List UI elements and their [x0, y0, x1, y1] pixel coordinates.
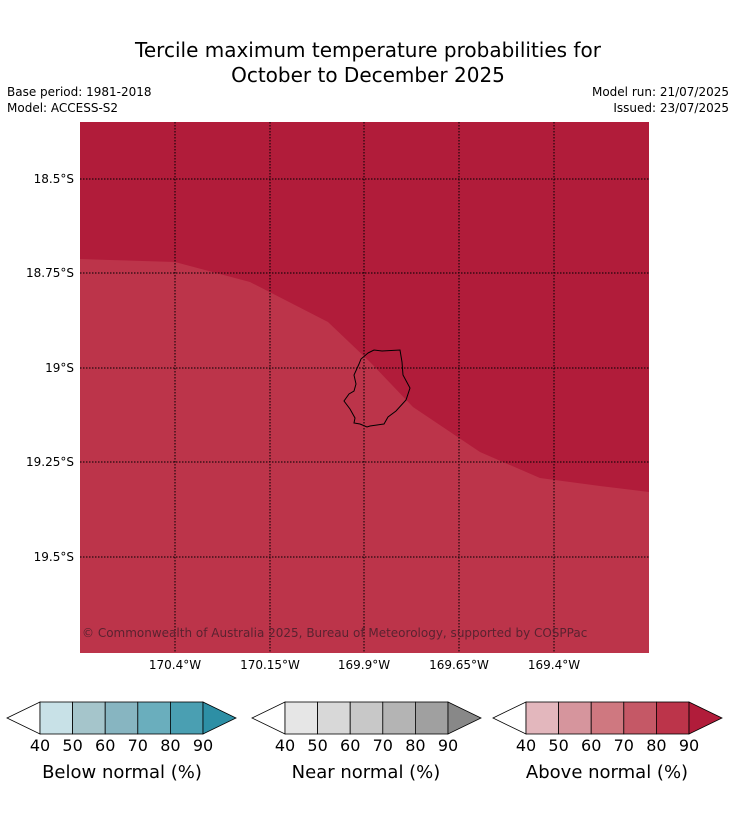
colorbar-above-tick-70: 70 — [613, 736, 634, 755]
legend-below-ticks: 40 50 60 70 80 90 — [7, 736, 236, 756]
colorbar-near-tick-60: 60 — [340, 736, 361, 755]
colorbar-below-high-arrow — [202, 701, 237, 735]
colorbar-below-low-arrow — [6, 701, 41, 735]
meta-left: Base period: 1981-2018 Model: ACCESS-S2 — [7, 84, 152, 116]
colorbar-above-low-arrow — [492, 701, 527, 735]
legend-above-ticks: 40 50 60 70 80 90 — [493, 736, 722, 756]
colorbar-below-tick-60: 60 — [95, 736, 116, 755]
legend-below-title: Below normal (%) — [42, 762, 202, 783]
colorbar-near-segment-5 — [414, 701, 449, 735]
model-text: Model: ACCESS-S2 — [7, 101, 119, 115]
colorbar-above-segment-4 — [623, 701, 657, 735]
colorbar-near-segment-3 — [349, 701, 384, 735]
colorbar-below-tick-90: 90 — [192, 736, 214, 755]
legend-above: 40 50 60 70 80 90 — [492, 700, 723, 756]
colorbar-below-tick-40: 40 — [29, 736, 51, 755]
colorbar-above-segment-5 — [655, 701, 690, 735]
colorbar-above — [492, 701, 723, 735]
issued-text: Issued: 23/07/2025 — [613, 101, 729, 115]
map-title: Tercile maximum temperature probabilitie… — [0, 38, 736, 88]
colorbar-above-tick-50: 50 — [548, 736, 569, 755]
colorbar-near — [251, 701, 482, 735]
map-title-line1: Tercile maximum temperature probabilitie… — [135, 38, 601, 62]
colorbar-below-tick-50: 50 — [62, 736, 83, 755]
lat-label-19: 19°S — [45, 361, 74, 375]
legend-below: 40 50 60 70 80 90 — [6, 700, 237, 756]
colorbar-above-tick-40: 40 — [515, 736, 537, 755]
colorbar-near-segment-1 — [284, 701, 318, 735]
lat-label-18-5: 18.5°S — [33, 172, 74, 186]
lon-label-169-65: 169.65°W — [429, 658, 489, 672]
colorbar-near-segment-2 — [317, 701, 351, 735]
meta-right: Model run: 21/07/2025 Issued: 23/07/2025 — [592, 84, 729, 116]
lon-label-170-4: 170.4°W — [148, 658, 202, 672]
colorbar-below — [6, 701, 237, 735]
legend-near-ticks: 40 50 60 70 80 90 — [252, 736, 481, 756]
colorbar-near-tick-40: 40 — [274, 736, 296, 755]
colorbar-above-segment-3 — [590, 701, 625, 735]
copyright-text: © Commonwealth of Australia 2025, Bureau… — [82, 626, 588, 640]
colorbar-below-tick-80: 80 — [160, 736, 181, 755]
lon-label-169-9: 169.9°W — [337, 658, 391, 672]
colorbar-near-tick-50: 50 — [307, 736, 328, 755]
colorbar-above-segment-2 — [558, 701, 592, 735]
legend-above-title: Above normal (%) — [525, 762, 689, 783]
colorbar-near-tick-90: 90 — [437, 736, 459, 755]
colorbar-above-high-arrow — [688, 701, 723, 735]
colorbar-below-tick-70: 70 — [127, 736, 148, 755]
lat-label-18-75: 18.75°S — [26, 266, 74, 280]
colorbar-above-segment-1 — [525, 701, 559, 735]
base-period-text: Base period: 1981-2018 — [7, 85, 152, 99]
colorbar-near-high-arrow — [447, 701, 482, 735]
lon-label-170-15: 170.15°W — [240, 658, 300, 672]
map-title-line2: October to December 2025 — [231, 63, 505, 87]
probability-map — [80, 122, 649, 653]
island-coastline — [343, 349, 411, 428]
colorbar-below-segment-5 — [169, 701, 204, 735]
model-run-text: Model run: 21/07/2025 — [591, 85, 729, 99]
lat-label-19-25: 19.25°S — [26, 455, 74, 469]
colorbar-below-segment-2 — [72, 701, 106, 735]
legend-near-title: Near normal (%) — [291, 762, 441, 783]
colorbar-near-segment-4 — [382, 701, 416, 735]
colorbar-above-tick-80: 80 — [646, 736, 667, 755]
colorbar-above-tick-60: 60 — [581, 736, 602, 755]
colorbar-below-segment-1 — [39, 701, 73, 735]
colorbar-near-tick-80: 80 — [405, 736, 426, 755]
legend-near: 40 50 60 70 80 90 — [251, 700, 482, 756]
lon-label-169-4: 169.4°W — [527, 658, 581, 672]
colorbar-near-tick-70: 70 — [372, 736, 393, 755]
graticule — [80, 122, 649, 653]
lat-label-19-5: 19.5°S — [33, 550, 74, 564]
colorbar-below-segment-4 — [137, 701, 171, 735]
colorbar-above-tick-90: 90 — [678, 736, 700, 755]
colorbar-below-segment-3 — [104, 701, 139, 735]
colorbar-near-low-arrow — [251, 701, 286, 735]
